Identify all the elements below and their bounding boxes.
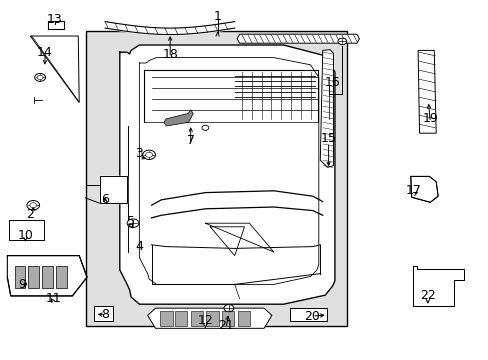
Text: 15: 15 — [320, 132, 336, 145]
Text: 16: 16 — [324, 76, 340, 89]
Bar — [28, 266, 39, 288]
Circle shape — [35, 73, 45, 81]
Circle shape — [337, 38, 346, 45]
Circle shape — [145, 152, 152, 157]
Text: 14: 14 — [37, 46, 53, 59]
Text: 22: 22 — [419, 289, 435, 302]
Text: 9: 9 — [18, 278, 26, 291]
Text: 20: 20 — [304, 310, 319, 323]
Bar — [15, 266, 25, 288]
Circle shape — [202, 125, 208, 130]
Polygon shape — [120, 45, 334, 304]
Bar — [160, 311, 172, 326]
Circle shape — [37, 75, 43, 80]
Polygon shape — [7, 256, 87, 296]
Text: 2: 2 — [26, 208, 34, 221]
Bar — [206, 311, 218, 326]
Bar — [42, 266, 53, 288]
Text: 21: 21 — [218, 319, 233, 332]
Circle shape — [224, 305, 233, 312]
Text: 18: 18 — [162, 48, 178, 60]
Text: 5: 5 — [127, 215, 135, 228]
Bar — [175, 311, 187, 326]
Bar — [9, 220, 44, 240]
Text: 3: 3 — [135, 147, 143, 159]
Polygon shape — [412, 266, 463, 306]
Circle shape — [127, 219, 139, 228]
Polygon shape — [163, 110, 193, 126]
Circle shape — [27, 201, 40, 210]
Text: 19: 19 — [422, 112, 437, 125]
Text: 7: 7 — [186, 134, 194, 147]
Polygon shape — [237, 34, 359, 43]
Bar — [222, 311, 234, 326]
Polygon shape — [100, 176, 127, 203]
Bar — [290, 308, 326, 321]
Circle shape — [30, 203, 37, 208]
Circle shape — [142, 150, 155, 159]
Polygon shape — [30, 36, 79, 103]
Bar — [94, 306, 113, 321]
Text: 8: 8 — [101, 309, 109, 321]
Bar — [190, 311, 203, 326]
Text: 11: 11 — [46, 292, 61, 305]
Bar — [56, 266, 66, 288]
Bar — [85, 31, 346, 326]
Text: 10: 10 — [18, 229, 33, 242]
Polygon shape — [147, 308, 271, 328]
Text: 13: 13 — [47, 13, 62, 26]
Polygon shape — [410, 176, 437, 202]
Bar — [237, 311, 249, 326]
Text: 12: 12 — [197, 314, 213, 327]
Text: 4: 4 — [135, 240, 143, 253]
Text: 17: 17 — [405, 184, 420, 197]
Polygon shape — [417, 50, 435, 133]
Text: 1: 1 — [213, 10, 221, 23]
Polygon shape — [320, 50, 333, 167]
Text: 6: 6 — [101, 193, 109, 206]
